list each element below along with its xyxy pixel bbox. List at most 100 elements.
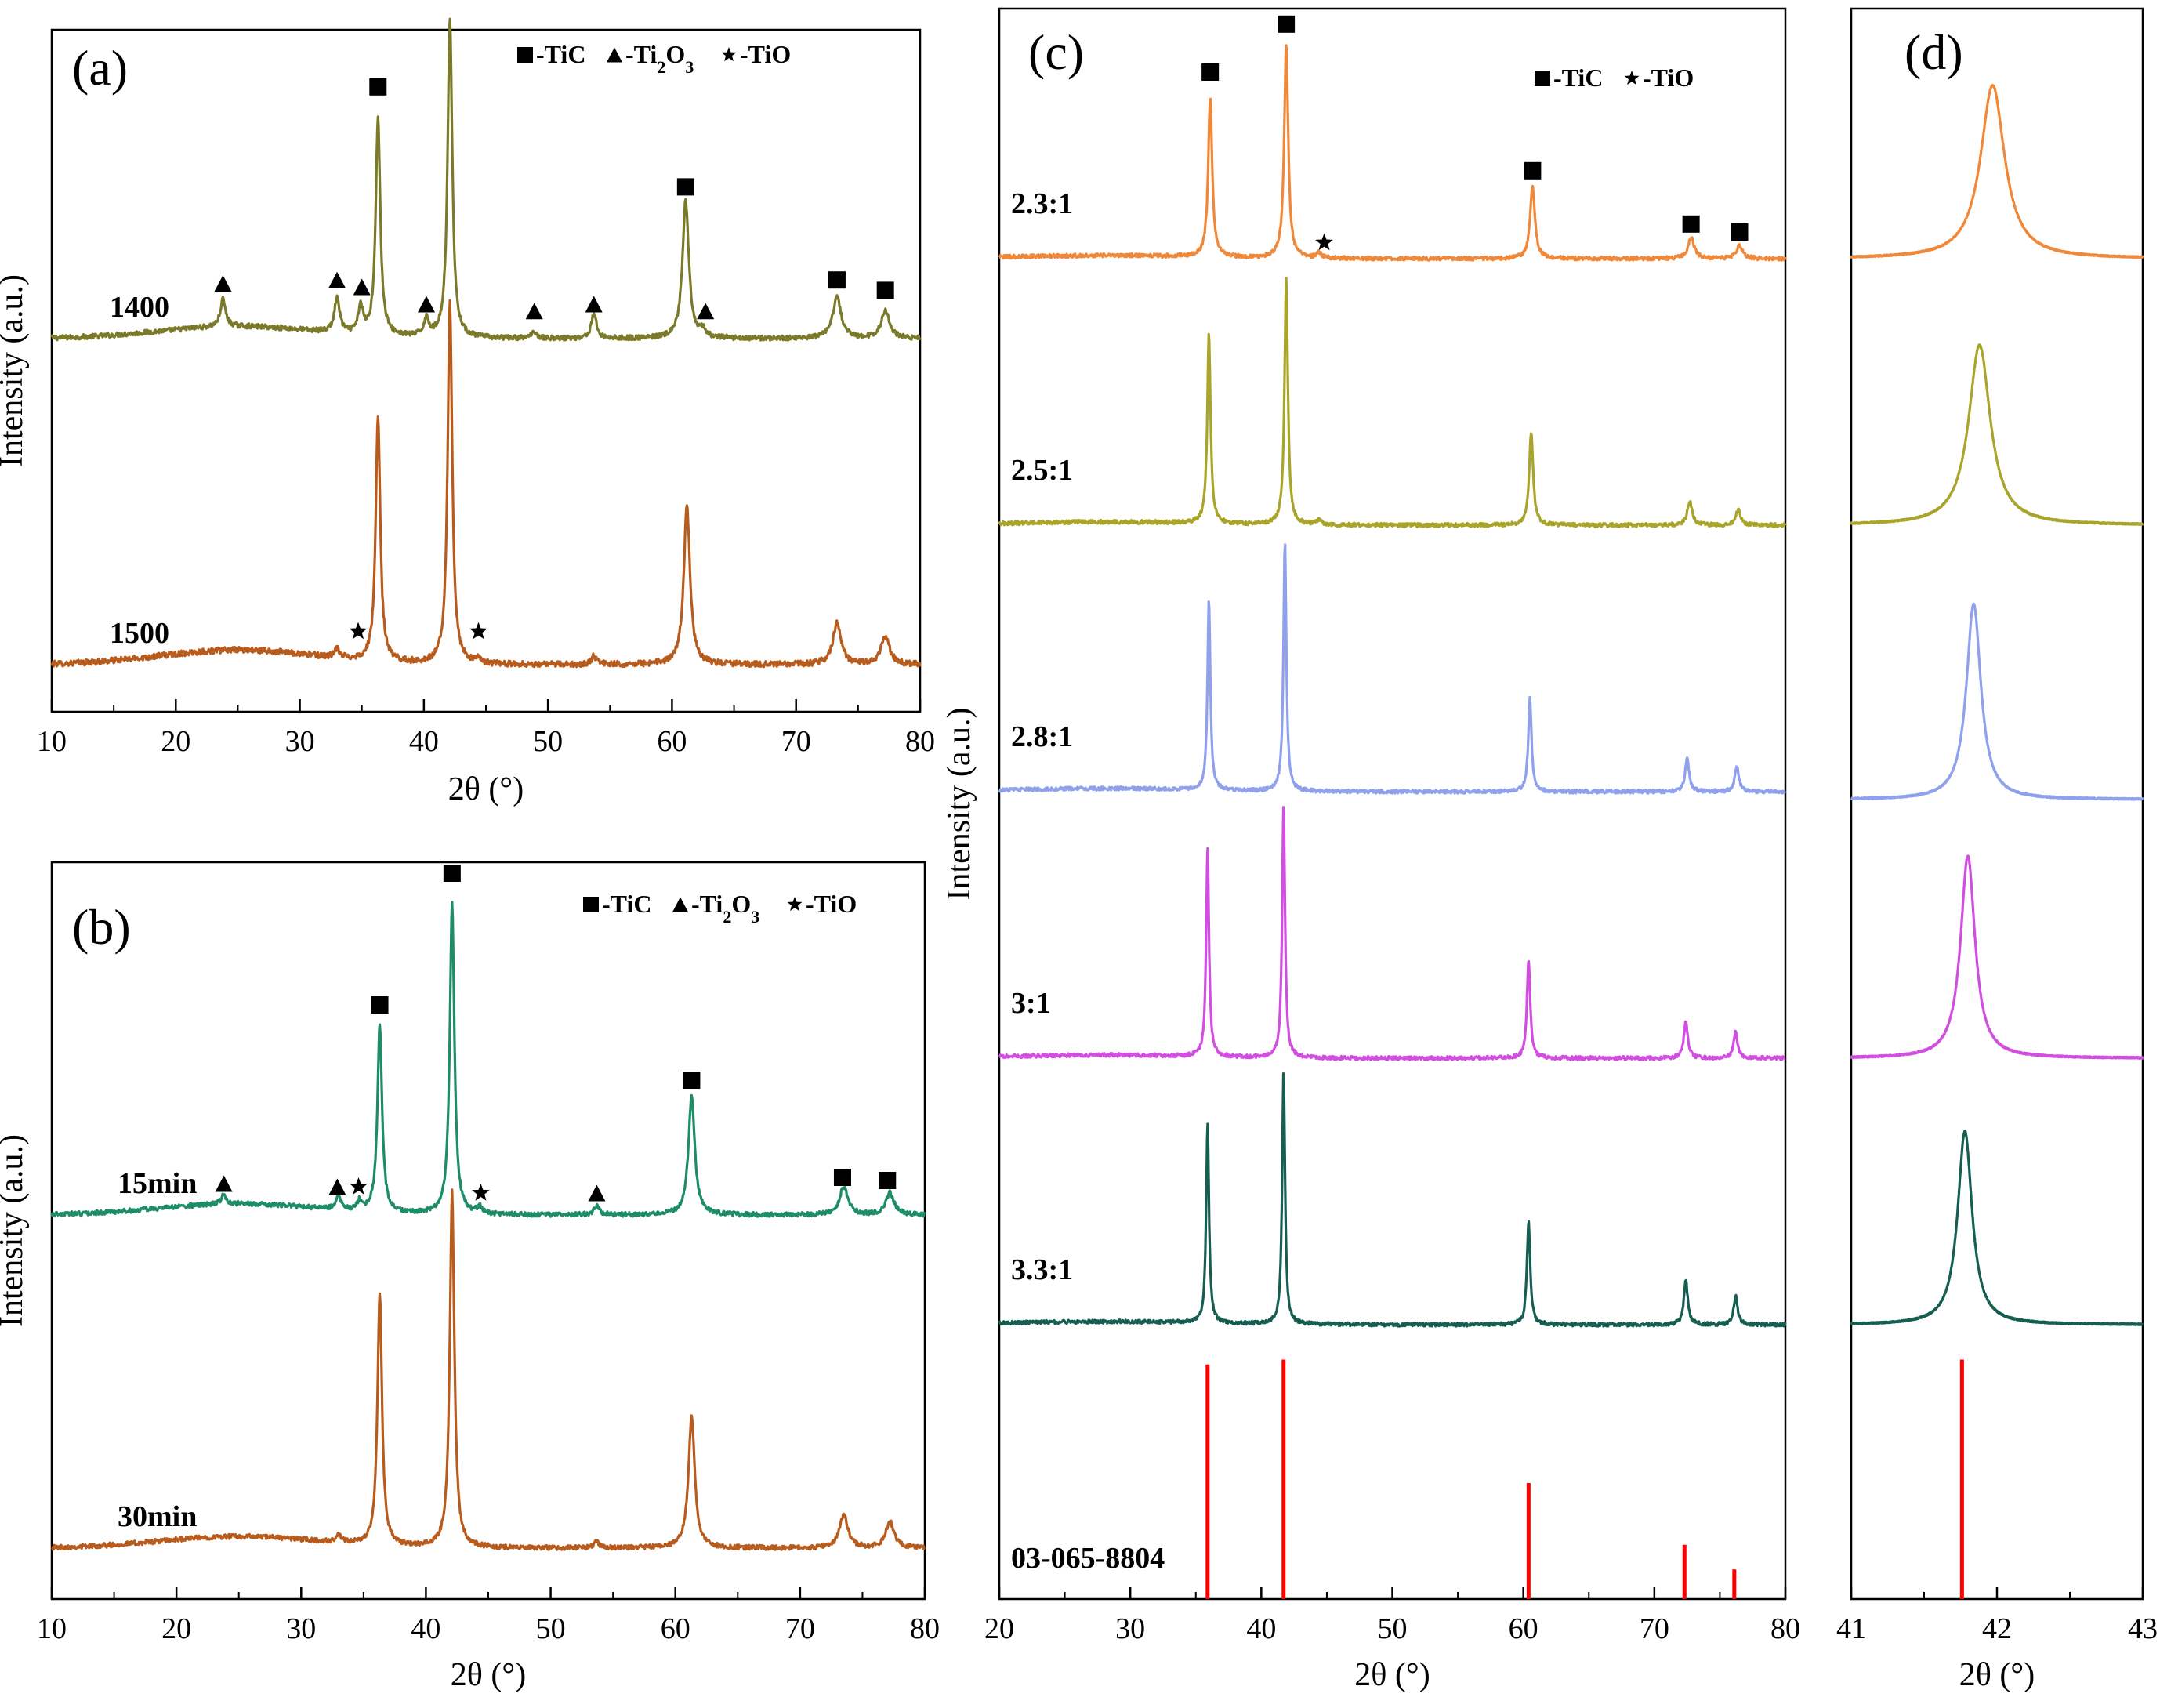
panel-b-y-axis-label: Intensity (a.u.) (0, 1134, 30, 1327)
panel-c-series-label: 3:1 (1011, 987, 1051, 1020)
panel-c-x-axis-label: 2θ (°) (1354, 1657, 1430, 1693)
panel-a-triangle-marker (697, 303, 715, 320)
panel-a-tick-label: 40 (409, 725, 439, 758)
panel-b-tick-label: 30 (286, 1612, 316, 1645)
panel-c-star-marker (1315, 233, 1333, 251)
panel-d-tick-label: 41 (1836, 1612, 1866, 1645)
panel-d-series-line (1850, 602, 2144, 801)
panel-a-tick-label: 80 (905, 725, 935, 758)
panel-c-tick-label: 70 (1640, 1612, 1669, 1645)
panel-d-series-line (1850, 854, 2144, 1060)
panel-c-tick-label: 40 (1246, 1612, 1276, 1645)
panel-b-series-line (50, 901, 926, 1218)
panel-c-square-marker (1682, 215, 1700, 233)
panel-a-series-label: 1400 (110, 291, 169, 324)
panel-d-x-axis-label: 2θ (°) (1959, 1657, 2035, 1693)
panel-b-legend-triangle-icon (672, 897, 688, 912)
panel-b-legend-label: -Ti2O3 (691, 890, 759, 927)
panel-b-tick-label: 70 (785, 1612, 815, 1645)
panel-a-square-marker (876, 281, 894, 299)
panel-b-legend-label: -TiC (602, 890, 651, 918)
panel-a-square-marker (828, 271, 846, 289)
panel-b-series-label: 30min (118, 1500, 197, 1533)
panel-c-legend-square-icon (1535, 71, 1550, 86)
panel-a-title: (a) (72, 40, 128, 96)
panel-c-tick-label: 60 (1509, 1612, 1538, 1645)
panel-c-series-label: 2.8:1 (1011, 720, 1073, 753)
panel-b-legend-star-icon (787, 897, 803, 912)
panel-b-tick-label: 80 (910, 1612, 940, 1645)
panel-a-tick-label: 50 (533, 725, 563, 758)
panel-c-series-line (998, 277, 1787, 528)
panel-c-title: (c) (1028, 24, 1084, 80)
panel-a-star-marker (469, 622, 487, 640)
panel-c-tick-label: 30 (1115, 1612, 1145, 1645)
panel-c-series-line (998, 1072, 1787, 1328)
panel-b-tick-label: 50 (536, 1612, 566, 1645)
panel-a-triangle-marker (353, 278, 371, 296)
panel-b-series-label: 15min (118, 1167, 197, 1200)
panel-a-triangle-marker (525, 303, 543, 320)
panel-d-tick-label: 43 (2128, 1612, 2158, 1645)
panel-a-triangle-marker (585, 296, 603, 313)
panel-c-tick-label: 20 (984, 1612, 1014, 1645)
panel-b-triangle-marker (328, 1178, 346, 1195)
panel-b-x-axis-label: 2θ (°) (451, 1657, 526, 1693)
panel-c-legend-label: -TiO (1643, 63, 1694, 92)
panel-c-series-label: 3.3:1 (1011, 1253, 1073, 1286)
panel-c-series-line (998, 806, 1786, 1061)
panel-a-series-line (50, 17, 922, 342)
panel-b-title: (b) (72, 899, 131, 955)
panel-a-x-axis-label: 2θ (°) (448, 771, 524, 807)
panel-d-series-line (1850, 1130, 2144, 1326)
panel-d-frame (1850, 7, 2144, 1601)
panel-a-square-marker (676, 178, 694, 196)
panel-a-legend-triangle-icon (607, 47, 622, 63)
panel-c-square-marker (1278, 15, 1296, 33)
panel-d-tick-label: 42 (1982, 1612, 2012, 1645)
panel-b-series-line (51, 1188, 926, 1551)
panel-a-square-marker (369, 78, 387, 96)
panel-c-series-label: 2.5:1 (1011, 454, 1073, 487)
panel-b-tick-label: 20 (161, 1612, 191, 1645)
panel-c-series-line (998, 44, 1787, 262)
panel-b-star-marker (472, 1184, 490, 1201)
panel-a-tick-label: 10 (37, 725, 67, 758)
panel-a-tick-label: 20 (161, 725, 190, 758)
panel-b-tick-label: 10 (37, 1612, 67, 1645)
panel-c-legend-star-icon (1624, 71, 1640, 85)
panel-c-square-marker (1731, 223, 1749, 241)
panel-c-frame (998, 7, 1787, 1601)
panel-c-square-marker (1201, 63, 1220, 81)
panel-c-y-axis-label: Intensity (a.u.) (941, 707, 977, 900)
panel-d-series-line (1850, 343, 2144, 526)
panel-a-star-marker (349, 622, 368, 640)
panel-c-series-line (998, 543, 1787, 795)
panel-a-frame (50, 28, 922, 713)
panel-b-star-marker (350, 1177, 368, 1195)
panel-a-legend-label: -TiO (740, 40, 791, 68)
panel-a-tick-label: 30 (285, 725, 315, 758)
panel-d-title: (d) (1904, 24, 1963, 80)
panel-a-triangle-marker (214, 275, 232, 292)
panel-c-tick-label: 50 (1378, 1612, 1408, 1645)
panel-a-series-line (50, 299, 922, 669)
panel-b-square-marker (833, 1169, 851, 1186)
panel-b-legend-label: -TiO (806, 890, 857, 918)
panel-c-tick-label: 80 (1770, 1612, 1800, 1645)
panel-c-reference-label: 03-065-8804 (1011, 1542, 1165, 1575)
panel-b-square-marker (371, 996, 389, 1014)
panel-a-triangle-marker (418, 296, 436, 313)
panel-d-series-line (1850, 83, 2144, 259)
panel-b-square-marker (683, 1072, 701, 1089)
panel-c-square-marker (1524, 161, 1542, 180)
panel-a-legend-label: -Ti2O3 (625, 40, 694, 77)
panel-c-series-label: 2.3:1 (1011, 187, 1073, 220)
panel-a-legend-square-icon (517, 47, 533, 63)
panel-a-legend-label: -TiC (536, 40, 585, 68)
panel-a-triangle-marker (328, 271, 346, 288)
panel-b-triangle-marker (215, 1175, 233, 1192)
panel-b-square-marker (443, 865, 461, 882)
panel-b-frame (50, 861, 926, 1601)
